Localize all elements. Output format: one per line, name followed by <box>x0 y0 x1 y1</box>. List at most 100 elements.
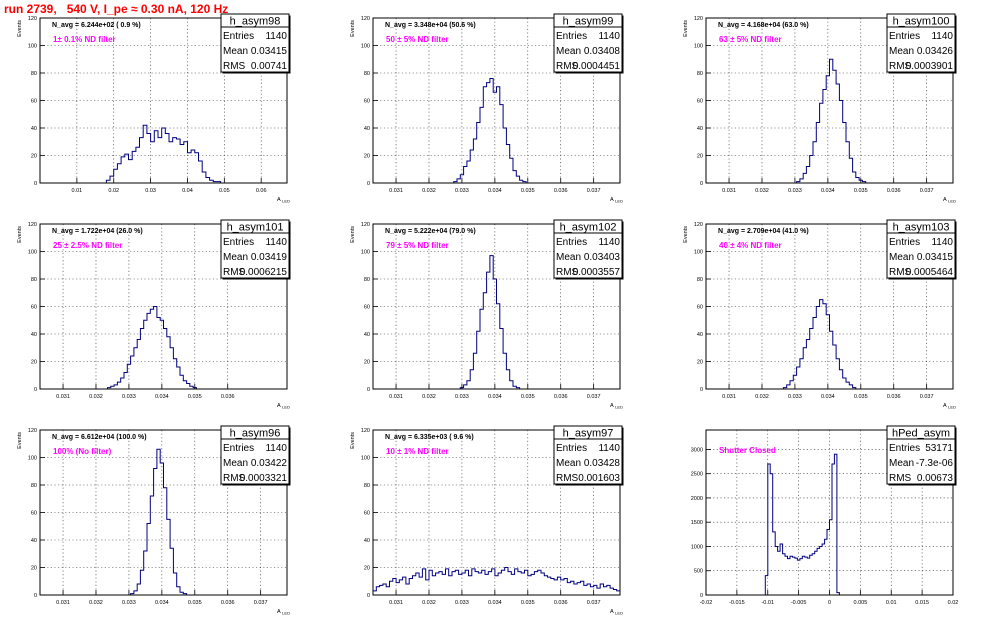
x-tick-label: 0 <box>828 600 831 606</box>
stats-value: 0.0003557 <box>573 267 621 278</box>
navg-label: N_avg = 5.222e+04 (79.0 %) <box>385 228 476 235</box>
stats-label: Entries <box>223 443 254 454</box>
y-tick-label: 80 <box>364 71 370 77</box>
histogram-line <box>372 567 621 595</box>
filter-label: 79 ± 5% ND filter <box>386 241 449 250</box>
y-tick-label: 0 <box>367 387 370 393</box>
x-tick-label: 0.037 <box>920 394 934 400</box>
stats-title: h_asym98 <box>230 16 281 28</box>
filter-label: 100% (No filter) <box>53 447 112 456</box>
x-tick-label: 0.034 <box>821 188 835 194</box>
stats-box <box>220 425 290 485</box>
y-tick-label: 500 <box>694 569 703 575</box>
stats-value: 1140 <box>265 31 287 42</box>
navg-label: N_avg = 2.709e+04 (41.0 %) <box>718 228 809 235</box>
x-tick-label: 0.035 <box>854 394 868 400</box>
histogram-panel-h_asym99: 0.031 0.032 0.033 0.034 0.035 0.036 0.037 0 20 40… <box>350 13 624 204</box>
stats-box <box>553 425 623 485</box>
page-title: run 2739, 540 V, I_pe ≈ 0.30 nA, 120 Hz <box>4 2 229 16</box>
x-tick-label: 0.032 <box>755 188 769 194</box>
y-tick-label: 2000 <box>691 496 703 502</box>
stats-label: RMS <box>889 267 912 278</box>
y-tick-label: 100 <box>694 250 703 256</box>
y-tick-label: 100 <box>361 250 370 256</box>
y-tick-label: 0 <box>367 593 370 599</box>
navg-label: N_avg = 6.335e+03 ( 9.6 %) <box>385 434 474 441</box>
y-tick-label: 80 <box>31 71 37 77</box>
y-tick-label: 40 <box>364 332 370 338</box>
x-tick-label: 0.031 <box>56 600 70 606</box>
y-tick-label: 60 <box>697 305 703 311</box>
y-tick-label: 0 <box>700 181 703 187</box>
x-tick-label: 0.033 <box>122 600 136 606</box>
filter-label: 25 ± 2.5% ND filter <box>53 241 122 250</box>
y-tick-label: 60 <box>31 305 37 311</box>
histogram-line <box>764 453 840 595</box>
histogram-panel-h_asym98: 0.01 0.02 0.03 0.04 0.05 0.06 0 20 40 60 80 100 120 E… <box>17 13 291 204</box>
y-tick-label: 40 <box>31 332 37 338</box>
y-axis-title: Events <box>350 20 356 37</box>
x-tick-label: 0.034 <box>488 188 502 194</box>
y-tick-label: 20 <box>31 360 37 366</box>
y-tick-label: 20 <box>31 566 37 572</box>
histogram-line <box>459 255 521 389</box>
histogram-line <box>107 306 197 389</box>
y-tick-label: 40 <box>364 126 370 132</box>
stats-label: RMS <box>889 61 912 72</box>
stats-label: Entries <box>889 443 920 454</box>
stats-label: Entries <box>556 443 587 454</box>
y-tick-label: 20 <box>364 154 370 160</box>
y-tick-label: 0 <box>367 181 370 187</box>
stats-title: h_asym97 <box>563 428 614 440</box>
stats-value: 0.03415 <box>251 46 288 57</box>
stats-title: hPed_asym <box>892 428 950 440</box>
stats-label: RMS <box>223 61 246 72</box>
x-tick-label: 0.037 <box>587 188 601 194</box>
x-tick-label: 0.031 <box>389 188 403 194</box>
y-axis-title: Events <box>17 20 23 37</box>
x-tick-label: 0.04 <box>182 188 193 194</box>
stats-value: 0.03426 <box>917 46 954 57</box>
stats-value: 0.03428 <box>584 458 621 469</box>
y-axis-title: Events <box>350 226 356 243</box>
y-tick-label: 20 <box>697 154 703 160</box>
x-axis-title: A LED <box>277 197 290 204</box>
x-axis-title: A LED <box>610 403 623 410</box>
y-tick-label: 20 <box>364 360 370 366</box>
filter-label: 40 ± 4% ND filter <box>719 241 782 250</box>
y-tick-label: 60 <box>697 99 703 105</box>
filter-label: 10 ± 1% ND filter <box>386 447 449 456</box>
stats-label: Mean <box>889 458 914 469</box>
y-tick-label: 60 <box>31 511 37 517</box>
x-tick-label: 0.037 <box>587 394 601 400</box>
stats-box <box>886 219 956 279</box>
y-tick-label: 120 <box>694 222 703 228</box>
stats-value: 0.03419 <box>251 252 288 263</box>
stats-box <box>553 219 623 279</box>
y-tick-label: 40 <box>31 538 37 544</box>
x-tick-label: 0.05 <box>219 188 230 194</box>
x-tick-label: 0.032 <box>89 600 103 606</box>
x-tick-label: 0.03 <box>145 188 156 194</box>
x-tick-label: 0.031 <box>56 394 70 400</box>
x-tick-label: 0.036 <box>221 394 235 400</box>
histogram-line <box>796 58 867 183</box>
stats-label: Mean <box>556 458 581 469</box>
stats-box <box>553 13 623 73</box>
histogram-panel-h_asym97: 0.031 0.032 0.033 0.034 0.035 0.036 0.037 0 20 40… <box>350 425 624 616</box>
x-tick-label: 0.033 <box>455 600 469 606</box>
y-tick-label: 80 <box>31 277 37 283</box>
x-tick-label: 0.031 <box>722 394 736 400</box>
stats-box <box>220 219 290 279</box>
y-axis-title: Events <box>17 432 23 449</box>
x-tick-label: 0.037 <box>920 188 934 194</box>
histogram-panel-hPed_asym: -0.02 -0.015 -0.01 -0.005 0 0.005 0.01 0.015 0.0… <box>691 425 958 606</box>
y-tick-label: 60 <box>364 305 370 311</box>
y-tick-label: 0 <box>700 593 703 599</box>
stats-value: 53171 <box>925 443 953 454</box>
stats-value: 0.0005464 <box>906 267 954 278</box>
y-tick-label: 0 <box>34 181 37 187</box>
stats-value: 0.03415 <box>917 252 954 263</box>
y-tick-label: 120 <box>361 222 370 228</box>
stats-title: h_asym99 <box>563 16 614 28</box>
